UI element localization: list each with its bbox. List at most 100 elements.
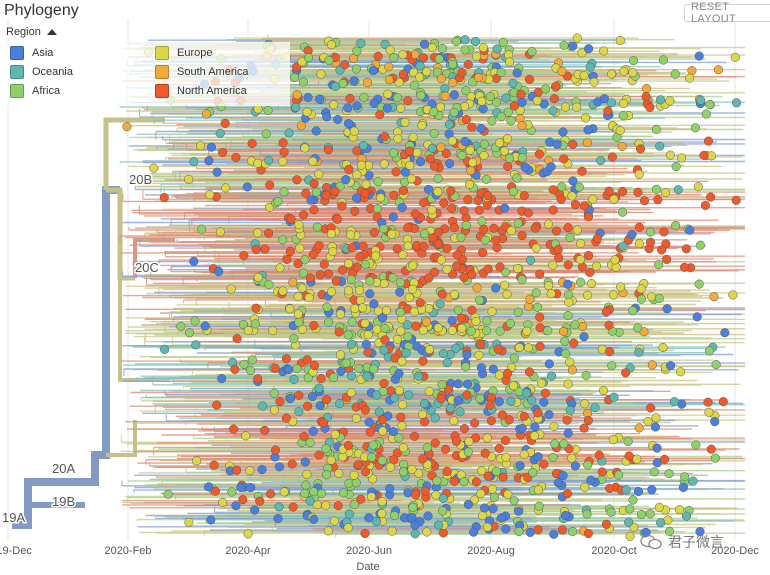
tip-point[interactable] xyxy=(264,155,274,165)
tip-point[interactable] xyxy=(260,244,270,254)
tip-point[interactable] xyxy=(619,98,629,109)
tip-point[interactable] xyxy=(670,69,680,79)
tip-point[interactable] xyxy=(377,497,387,507)
tip-point[interactable] xyxy=(531,243,541,253)
tip-point[interactable] xyxy=(394,385,405,395)
tip-point[interactable] xyxy=(314,169,324,179)
tip-point[interactable] xyxy=(576,239,586,249)
tip-point[interactable] xyxy=(343,330,353,340)
tip-point[interactable] xyxy=(452,261,462,271)
tip-point[interactable] xyxy=(197,224,207,234)
tip-point[interactable] xyxy=(382,103,392,113)
tip-point[interactable] xyxy=(524,74,535,84)
tip-point[interactable] xyxy=(285,304,295,314)
tip-point[interactable] xyxy=(328,372,339,383)
tip-point[interactable] xyxy=(438,506,448,516)
tip-point[interactable] xyxy=(519,411,529,421)
tip-point[interactable] xyxy=(321,444,331,454)
tip-point[interactable] xyxy=(636,510,647,520)
tip-point[interactable] xyxy=(260,425,270,435)
tip-point[interactable] xyxy=(485,92,495,102)
tip-point[interactable] xyxy=(190,316,200,326)
tip-point[interactable] xyxy=(651,124,661,134)
tip-point[interactable] xyxy=(384,62,394,72)
tip-point[interactable] xyxy=(377,455,387,466)
tip-point[interactable] xyxy=(419,229,429,239)
tip-point[interactable] xyxy=(433,239,444,249)
tip-point[interactable] xyxy=(548,452,558,462)
tip-point[interactable] xyxy=(423,184,434,194)
tip-point[interactable] xyxy=(380,323,390,333)
tip-point[interactable] xyxy=(360,318,370,328)
tip-point[interactable] xyxy=(604,186,614,196)
tip-point[interactable] xyxy=(418,325,428,335)
tip-point[interactable] xyxy=(217,374,227,384)
tip-point[interactable] xyxy=(268,326,278,336)
tip-point[interactable] xyxy=(509,353,519,363)
tip-point[interactable] xyxy=(521,388,531,398)
tip-point[interactable] xyxy=(391,167,401,177)
tip-point[interactable] xyxy=(301,188,311,198)
tip-point[interactable] xyxy=(404,146,415,156)
tip-point[interactable] xyxy=(344,286,354,296)
tip-point[interactable] xyxy=(625,504,635,514)
tip-point[interactable] xyxy=(502,134,513,144)
tip-point[interactable] xyxy=(583,290,593,300)
tip-point[interactable] xyxy=(344,509,354,519)
tip-point[interactable] xyxy=(312,222,322,232)
tip-point[interactable] xyxy=(646,403,656,413)
tip-point[interactable] xyxy=(388,273,398,283)
tip-point[interactable] xyxy=(344,164,354,174)
tip-point[interactable] xyxy=(438,349,448,359)
tip-point[interactable] xyxy=(410,209,420,219)
tip-point[interactable] xyxy=(400,167,410,177)
tip-point[interactable] xyxy=(361,339,371,350)
tip-point[interactable] xyxy=(513,264,523,274)
tip-point[interactable] xyxy=(429,267,439,277)
tip-point[interactable] xyxy=(665,96,675,106)
tip-point[interactable] xyxy=(543,326,553,336)
tip-point[interactable] xyxy=(435,299,445,309)
tip-point[interactable] xyxy=(420,486,430,496)
tip-point[interactable] xyxy=(449,416,459,426)
tip-point[interactable] xyxy=(360,188,370,198)
tip-point[interactable] xyxy=(478,43,488,53)
tip-point[interactable] xyxy=(442,358,452,368)
tip-point[interactable] xyxy=(476,489,486,499)
tip-point[interactable] xyxy=(603,106,613,116)
tip-point[interactable] xyxy=(275,263,285,273)
tip-point[interactable] xyxy=(390,393,400,403)
tip-point[interactable] xyxy=(678,482,688,492)
tip-point[interactable] xyxy=(372,204,383,214)
tip-point[interactable] xyxy=(418,454,428,464)
tip-point[interactable] xyxy=(607,69,617,79)
tip-point[interactable] xyxy=(525,527,535,537)
tip-point[interactable] xyxy=(418,356,428,366)
tip-point[interactable] xyxy=(245,466,255,476)
tip-point[interactable] xyxy=(655,141,665,151)
tip-point[interactable] xyxy=(498,38,508,48)
tip-point[interactable] xyxy=(369,228,379,238)
tip-point[interactable] xyxy=(385,45,395,55)
tip-point[interactable] xyxy=(505,57,515,67)
tip-point[interactable] xyxy=(343,103,353,113)
tip-point[interactable] xyxy=(304,53,314,63)
tip-point[interactable] xyxy=(548,260,558,270)
tip-point[interactable] xyxy=(204,156,214,166)
tip-point[interactable] xyxy=(486,416,496,426)
tip-point[interactable] xyxy=(427,143,437,153)
tip-point[interactable] xyxy=(387,526,397,536)
tip-point[interactable] xyxy=(606,98,617,108)
tip-point[interactable] xyxy=(255,496,265,506)
tip-point[interactable] xyxy=(380,335,390,345)
tip-point[interactable] xyxy=(291,102,301,112)
tip-point[interactable] xyxy=(651,413,661,423)
tip-point[interactable] xyxy=(362,78,373,88)
tip-point[interactable] xyxy=(346,230,356,240)
tip-point[interactable] xyxy=(502,289,512,299)
tip-point[interactable] xyxy=(311,187,321,197)
tip-point[interactable] xyxy=(243,325,253,336)
tip-point[interactable] xyxy=(474,350,484,360)
tip-point[interactable] xyxy=(479,139,489,149)
tip-point[interactable] xyxy=(462,350,472,360)
